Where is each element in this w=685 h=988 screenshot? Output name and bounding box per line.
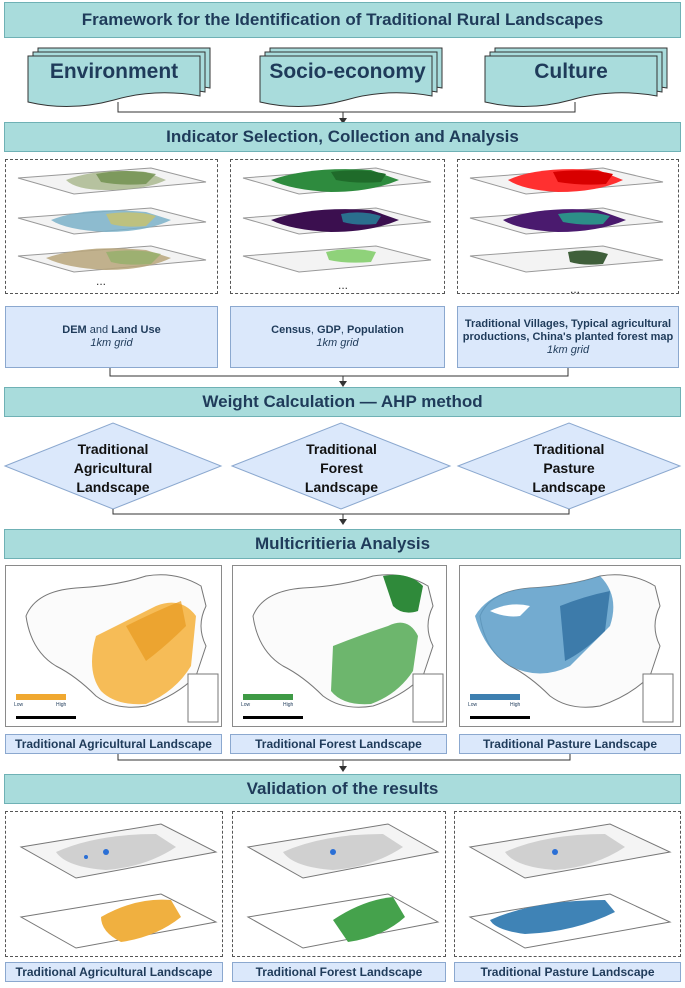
validation-text: Validation of the results (246, 779, 439, 798)
agricultural-result-label: Traditional Agricultural Landscape (5, 734, 222, 754)
legend-high: High (510, 702, 521, 708)
forest-result-label: Traditional Forest Landscape (230, 734, 447, 754)
culture-data-label: Traditional Villages, Typical agricultur… (457, 306, 679, 368)
culture-label: Culture (534, 60, 608, 83)
weight-calculation-band: Weight Calculation — AHP method (4, 387, 681, 417)
environment-layer-stack (17, 167, 207, 273)
culture-layers-panel: ... (457, 159, 679, 296)
pasture-map-graphic (470, 574, 674, 723)
forest-validation-panel (232, 811, 446, 957)
socio-layer-stack (242, 167, 432, 273)
legend-low: Low (14, 702, 24, 708)
more-layers-dots: ... (570, 282, 581, 296)
socio-economy-doc-shape (259, 47, 443, 107)
pasture-diamond-text: Traditional Pasture Landscape (532, 441, 606, 495)
weight-calculation-text: Weight Calculation — AHP method (202, 392, 483, 411)
forest-diamond (230, 422, 452, 510)
legend-low: Low (468, 702, 478, 708)
landscape-diamonds (3, 422, 682, 520)
arrow-to-mca (339, 519, 347, 525)
agricultural-validation-graphic (19, 823, 218, 949)
environment-data-label: DEM and Land Use 1km grid (5, 306, 218, 368)
pasture-validation-panel (454, 811, 681, 957)
agricultural-diamond (3, 422, 223, 510)
indicator-selection-text: Indicator Selection, Collection and Anal… (166, 127, 519, 146)
pasture-validation-label: Traditional Pasture Landscape (454, 962, 681, 982)
page-title-text: Framework for the Identification of Trad… (81, 10, 604, 29)
mca-text: Multicritieria Analysis (254, 534, 431, 553)
environment-layers-panel: ... (5, 159, 218, 294)
culture-layer-stack (469, 167, 664, 273)
environment-doc-shape (27, 47, 211, 107)
environment-label: Environment (49, 60, 179, 83)
pasture-diamond (456, 422, 682, 510)
legend-high: High (56, 702, 67, 708)
indicator-selection-band: Indicator Selection, Collection and Anal… (4, 122, 681, 152)
forest-diamond-text: Traditional Forest Landscape (304, 441, 379, 495)
forest-result-map: Low High (232, 565, 447, 727)
environment-grid-note: 1km grid (90, 337, 133, 349)
agricultural-validation-panel (5, 811, 223, 957)
input-shapes (27, 47, 668, 124)
page-title: Framework for the Identification of Trad… (4, 2, 681, 38)
socio-grid-note: 1km grid (316, 337, 359, 349)
forest-validation-graphic (246, 823, 440, 949)
more-layers-dots: ... (338, 278, 349, 292)
pasture-result-label: Traditional Pasture Landscape (459, 734, 681, 754)
connector-to-validation (117, 754, 571, 772)
validation-band: Validation of the results (4, 774, 681, 804)
socio-economy-label: Socio-economy (269, 60, 426, 83)
legend-high: High (283, 702, 294, 708)
more-layers-dots: ... (96, 274, 107, 288)
culture-data-title: Traditional Villages, Typical agricultur… (462, 317, 674, 343)
socio-data-label: Census, GDP, Population 1km grid (230, 306, 445, 368)
culture-doc-shape (484, 47, 668, 107)
socio-layers-panel: ... (230, 159, 445, 294)
legend-low: Low (241, 702, 251, 708)
agricultural-diamond-text: Traditional Agricultural Landscape (73, 441, 153, 495)
culture-grid-note: 1km grid (546, 343, 590, 356)
connector-to-weights (109, 368, 569, 387)
socio-data-title: Census, GDP, Population (271, 324, 404, 336)
agricultural-result-map: Low High (5, 565, 222, 727)
agricultural-map-graphic (16, 574, 219, 723)
agricultural-validation-label: Traditional Agricultural Landscape (5, 962, 223, 982)
environment-data-title: DEM and Land Use (62, 324, 161, 336)
pasture-result-map: Low High (459, 565, 681, 727)
forest-map-graphic (243, 574, 444, 723)
mca-band: Multicritieria Analysis (4, 529, 681, 559)
forest-validation-label: Traditional Forest Landscape (232, 962, 446, 982)
pasture-validation-graphic (468, 823, 672, 949)
